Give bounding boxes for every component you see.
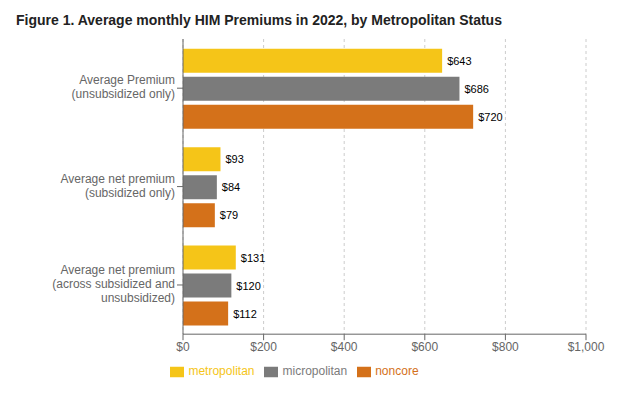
- svg-text:$84: $84: [222, 181, 240, 193]
- svg-text:Average net premium(subsidized: Average net premium(subsidized only): [60, 172, 175, 200]
- svg-text:$0: $0: [176, 340, 190, 354]
- html-text:Figure 1. Average monthly HIM: Figure 1. Average monthly HIM Premiums i…: [16, 12, 502, 28]
- svg-text:$686: $686: [464, 83, 488, 95]
- html-text:micropolitan: micropolitan: [282, 364, 348, 379]
- svg-text:$120: $120: [236, 280, 260, 292]
- svg-text:$112: $112: [233, 308, 257, 320]
- svg-text:Average net premium(across sub: Average net premium(across subsidized an…: [52, 263, 175, 305]
- svg-text:$1,000: $1,000: [568, 340, 605, 354]
- svg-text:$200: $200: [250, 340, 277, 354]
- svg-text:Average Premium(unsubsidized o: Average Premium(unsubsidized only): [72, 73, 175, 101]
- svg-text:$400: $400: [331, 340, 358, 354]
- svg-text:$643: $643: [447, 55, 471, 67]
- html-text:metropolitan: metropolitan: [188, 364, 255, 379]
- html-text:noncore: noncore: [375, 364, 419, 379]
- svg-text:$79: $79: [220, 209, 238, 221]
- svg-text:$93: $93: [225, 153, 243, 165]
- svg-text:$800: $800: [492, 340, 519, 354]
- svg-text:$720: $720: [478, 111, 502, 123]
- svg-text:$131: $131: [241, 252, 265, 264]
- svg-text:$600: $600: [411, 340, 438, 354]
